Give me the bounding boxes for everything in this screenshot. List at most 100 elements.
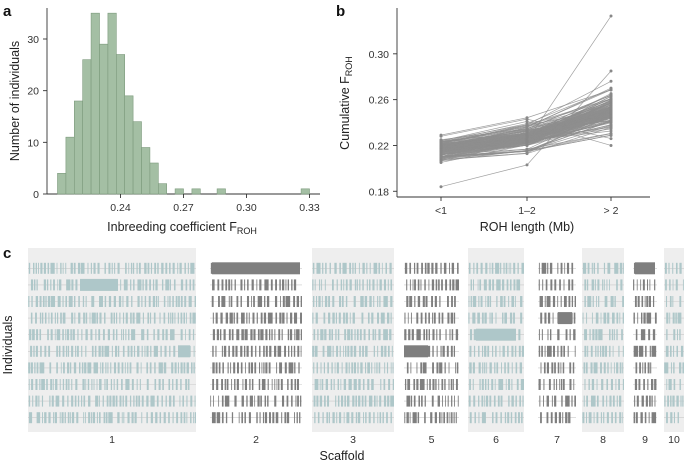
roh-segment — [558, 412, 562, 424]
roh-segment — [515, 296, 516, 307]
x-tick-label: 1–2 — [518, 205, 536, 217]
roh-segment — [183, 312, 186, 324]
roh-segment — [424, 279, 426, 291]
roh-segment — [643, 379, 645, 390]
histogram-bar — [174, 188, 184, 195]
roh-segment — [539, 395, 541, 407]
roh-segment — [611, 329, 614, 341]
roh-segment — [448, 379, 450, 390]
roh-segment — [77, 395, 80, 407]
roh-segment — [406, 279, 408, 291]
roh-segment — [324, 296, 328, 307]
roh-segment — [44, 312, 47, 324]
roh-segment — [264, 279, 269, 291]
roh-segment — [559, 279, 561, 291]
roh-segment — [114, 345, 118, 357]
roh-segment — [276, 362, 278, 374]
roh-segment — [62, 379, 65, 390]
roh-segment — [40, 345, 42, 357]
roh-segment — [117, 345, 120, 357]
panel-b-letter: b — [336, 3, 345, 20]
roh-segment — [65, 345, 68, 357]
roh-segment — [215, 345, 217, 357]
roh-segment — [636, 395, 639, 407]
roh-segment — [544, 345, 546, 357]
roh-segment — [316, 262, 321, 274]
roh-segment — [414, 279, 416, 291]
roh-segment — [359, 345, 361, 357]
roh-segment — [442, 395, 443, 407]
roh-segment — [36, 412, 41, 424]
roh-segment — [240, 279, 243, 291]
roh-segment — [669, 345, 672, 357]
roh-segment — [451, 395, 453, 407]
roh-segment — [130, 312, 132, 324]
roh-segment — [320, 362, 322, 374]
roh-segment — [146, 379, 149, 390]
roh-segment — [434, 296, 437, 307]
roh-segment — [477, 312, 480, 324]
roh-segment — [337, 395, 340, 407]
roh-segment — [50, 329, 53, 341]
roh-segment — [438, 379, 440, 390]
roh-segment — [584, 379, 586, 390]
roh-segment — [377, 296, 379, 307]
roh-segment — [441, 379, 444, 390]
roh-segment — [446, 412, 449, 424]
roh-segment — [127, 362, 129, 374]
roh-segment — [228, 329, 231, 341]
roh-segment — [264, 296, 266, 307]
roh-segment — [95, 395, 99, 407]
roh-segment — [364, 395, 367, 407]
roh-segment — [165, 395, 167, 407]
roh-segment — [362, 345, 364, 357]
roh-segment — [295, 395, 297, 407]
roh-segment — [650, 379, 654, 390]
roh-segment — [353, 296, 356, 307]
roh-segment — [641, 395, 644, 407]
roh-segment — [489, 296, 492, 307]
roh-segment — [180, 279, 184, 291]
roh-segment — [256, 312, 258, 324]
roh-segment — [618, 345, 620, 357]
roh-segment — [478, 412, 480, 424]
roh-segment — [105, 412, 108, 424]
roh-segment — [300, 329, 302, 341]
roh-segment — [448, 362, 450, 374]
roh-segment — [505, 262, 508, 274]
roh-segment — [75, 379, 78, 390]
roh-segment — [489, 312, 491, 324]
roh-segment — [434, 412, 437, 424]
roh-segment — [67, 412, 70, 424]
roh-segment — [590, 395, 596, 407]
roh-segment — [218, 362, 221, 374]
roh-segment — [387, 395, 390, 407]
roh-segment — [439, 329, 441, 341]
roh-segment — [99, 312, 102, 324]
roh-segment — [431, 279, 435, 291]
roh-segment — [619, 362, 622, 374]
roh-segment — [633, 279, 635, 291]
roh-segment — [244, 412, 246, 424]
roh-segment — [377, 345, 379, 357]
roh-segment — [469, 379, 471, 390]
roh-segment — [63, 362, 65, 374]
roh-segment — [360, 296, 364, 307]
roh-segment — [508, 262, 510, 274]
data-point — [525, 129, 529, 133]
roh-segment — [413, 262, 416, 274]
roh-segment — [538, 279, 540, 291]
roh-segment — [432, 329, 435, 341]
roh-segment — [330, 379, 333, 390]
roh-segment — [36, 279, 38, 291]
roh-segment — [500, 395, 503, 407]
roh-segment — [378, 329, 381, 341]
roh-segment — [83, 395, 86, 407]
roh-segment — [640, 279, 642, 291]
roh-segment — [226, 379, 229, 390]
roh-segment — [511, 296, 515, 307]
roh-segment — [430, 412, 433, 424]
roh-segment — [682, 395, 684, 407]
roh-segment — [385, 262, 388, 274]
roh-segment — [406, 395, 411, 407]
